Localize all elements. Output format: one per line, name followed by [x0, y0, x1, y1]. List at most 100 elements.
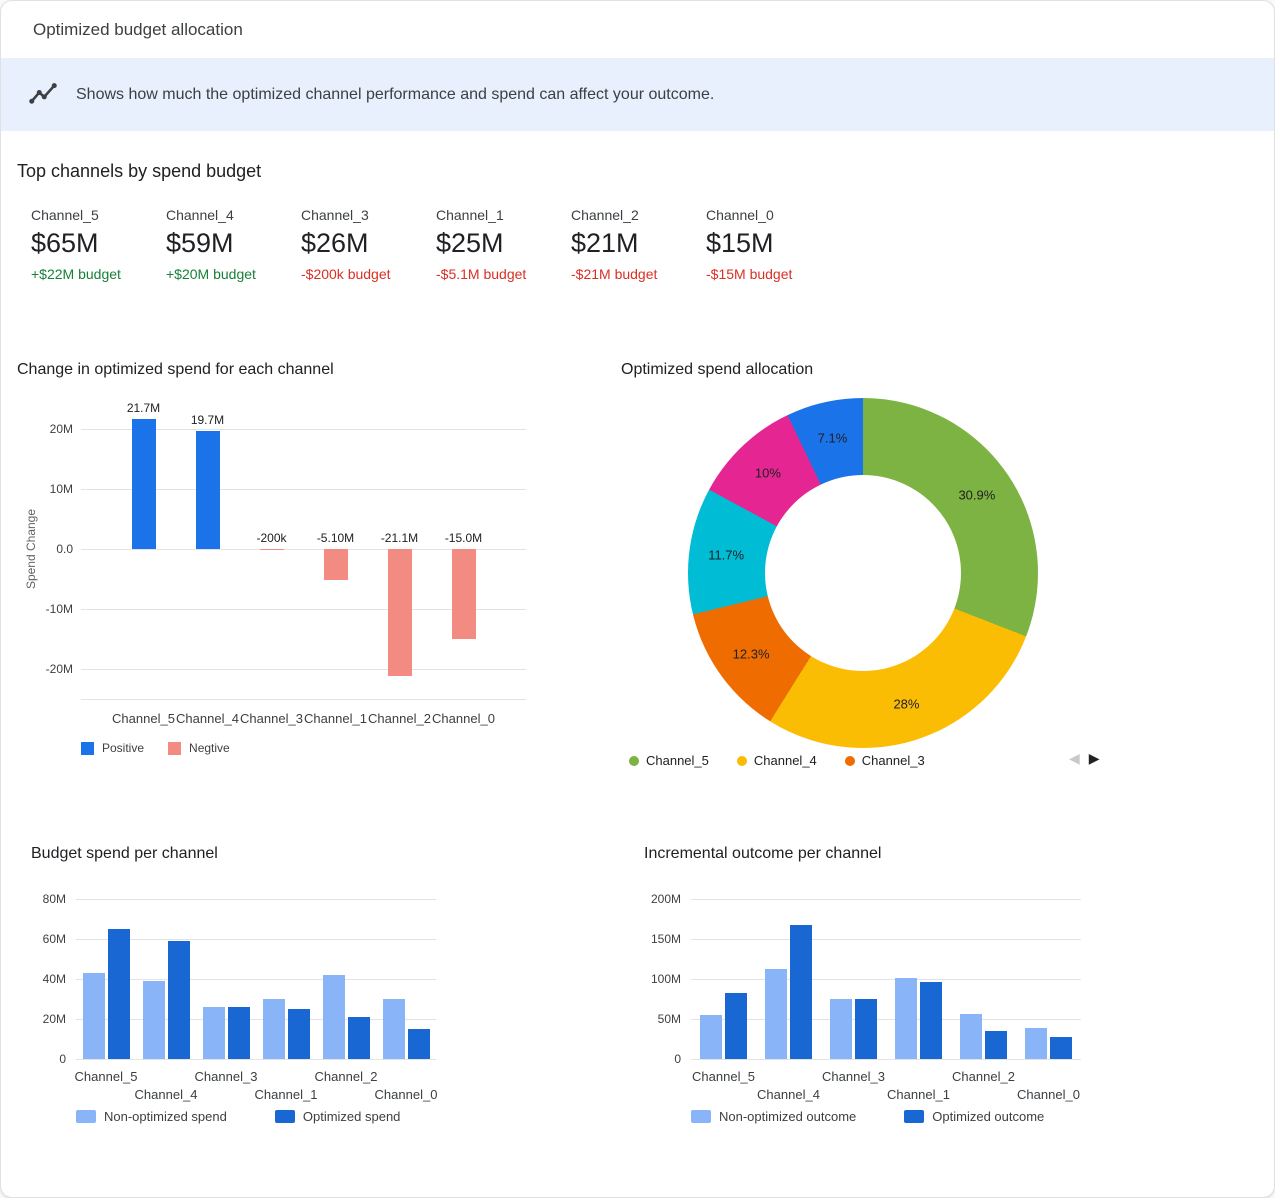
donut-slice-label: 12.3%: [732, 646, 770, 662]
spend-change-bar-Channel_3: [259, 549, 284, 551]
legend-label: Positive: [102, 741, 145, 755]
optimized-bar-Channel_5: [107, 929, 130, 1059]
bar-value-label: 21.7M: [126, 400, 161, 415]
gridline: [76, 1059, 436, 1060]
spend-change-bar-Channel_1: [323, 549, 348, 580]
x-axis-label: Channel_4: [134, 1087, 198, 1102]
channel-card-Channel_1: Channel_1 $25M -$5.1M budget: [436, 207, 571, 282]
legend-pager: ◀ ▶: [1069, 751, 1100, 765]
legend-color-dot: [844, 755, 855, 766]
top-channels-heading: Top channels by spend budget: [17, 161, 262, 181]
donut-slice-label: 28%: [893, 696, 920, 712]
non-optimized-bar-Channel_5: [700, 1015, 722, 1059]
donut-slice-label: 7.1%: [817, 430, 848, 446]
y-tick-label: 200M: [650, 892, 681, 906]
bar-value-label: -200k: [256, 531, 287, 545]
channel-spend-value: $21M: [571, 228, 639, 258]
x-axis-label: Channel_4: [757, 1087, 820, 1102]
info-banner: Shows how much the optimized channel per…: [1, 58, 1274, 131]
donut-slice-label: 11.7%: [708, 547, 745, 563]
gridline: [691, 1059, 1081, 1060]
optimized-bar-Channel_4: [790, 925, 812, 1059]
channel-card-Channel_2: Channel_2 $21M -$21M budget: [571, 207, 706, 282]
legend-label: Optimized outcome: [932, 1109, 1045, 1124]
legend-label: Channel_5: [646, 753, 709, 768]
channel-spend-value: $59M: [166, 228, 234, 258]
optimized-bar-Channel_4: [167, 941, 190, 1059]
spend-change-chart: Change in optimized spend for each chann…: [17, 357, 567, 777]
channel-budget-delta: +$22M budget: [31, 266, 121, 282]
non-optimized-bar-Channel_4: [142, 981, 165, 1059]
legend: Non-optimized spend Optimized spend: [76, 1109, 448, 1124]
legend-prev-arrow-icon[interactable]: ◀: [1069, 750, 1080, 766]
legend-label: Negtive: [189, 741, 230, 755]
bar-value-label: -15.0M: [444, 531, 483, 545]
non-optimized-bar-Channel_4: [765, 969, 787, 1059]
y-tick-label: 20M: [42, 1012, 66, 1026]
optimized-bar-Channel_0: [1050, 1037, 1072, 1059]
x-axis-label: Channel_3: [240, 711, 303, 726]
legend-label: Channel_4: [753, 753, 817, 768]
legend-item: Channel_4: [736, 753, 817, 768]
gridline: [76, 899, 436, 900]
non-optimized-bar-Channel_0: [1025, 1027, 1047, 1059]
donut-chart: 30.9% 28% 12.3% 11.7% 10% 7.1%: [688, 398, 1038, 748]
y-tick-label: 20M: [49, 422, 73, 436]
gridline: [76, 979, 436, 980]
legend-color-dot: [736, 755, 747, 766]
y-tick-label: 40M: [42, 972, 66, 986]
page-title: Optimized budget allocation: [33, 19, 243, 39]
x-axis-label: Channel_3: [194, 1069, 258, 1084]
plot-area: Channel_5 Channel_4 Channel_3 Channel_1 Chan…: [691, 899, 1081, 1102]
gridline: [81, 549, 526, 550]
plot-baseline: [81, 699, 526, 700]
non-optimized-bar-Channel_0: [382, 999, 405, 1059]
channel-budget-delta: +$20M budget: [166, 266, 256, 282]
donut-slice-label: 10%: [754, 465, 781, 481]
gridline: [691, 979, 1081, 980]
channel-name: Channel_5: [31, 207, 99, 223]
legend: Positive Negtive: [81, 741, 254, 755]
legend-swatch: [691, 1110, 711, 1123]
non-optimized-bar-Channel_2: [960, 1014, 982, 1059]
gridline: [81, 489, 526, 490]
optimized-bar-Channel_0: [407, 1029, 430, 1059]
legend-next-arrow-icon[interactable]: ▶: [1088, 750, 1100, 766]
chart-title: Change in optimized spend for each chann…: [17, 361, 334, 378]
x-axis-label: Channel_5: [74, 1069, 138, 1084]
optimized-bar-Channel_3: [855, 999, 877, 1059]
channel-spend-value: $26M: [301, 228, 369, 258]
spend-change-bar-Channel_5: [131, 418, 156, 549]
channel-budget-delta: -$15M budget: [706, 266, 793, 282]
legend-item: Channel_5: [629, 753, 709, 768]
report-header: Optimized budget allocation: [1, 1, 1274, 58]
y-tick-label: 100M: [650, 972, 681, 986]
y-tick-label: -20M: [45, 662, 73, 676]
y-tick-label: 80M: [42, 892, 66, 906]
x-axis-label: Channel_1: [887, 1087, 950, 1102]
legend-label: Non-optimized spend: [104, 1109, 227, 1124]
top-channels-row: Channel_5 $65M +$22M budget Channel_4 $59M +$…: [31, 207, 841, 282]
channel-card-Channel_4: Channel_4 $59M +$20M budget: [166, 207, 301, 282]
optimized-bar-Channel_1: [920, 982, 942, 1059]
budget-spend-chart: Budget spend per channel Channel_5 Channe…: [31, 841, 561, 1141]
channel-card-Channel_0: Channel_0 $15M -$15M budget: [706, 207, 841, 282]
plot-area: 21.7M Channel_5 19.7M Channel_4 -200k Channel…: [81, 401, 526, 726]
channel-name: Channel_1: [436, 207, 504, 223]
channel-name: Channel_0: [706, 207, 774, 223]
y-tick-label: -10M: [45, 602, 73, 616]
channel-spend-value: $65M: [31, 228, 99, 258]
x-axis-label: Channel_1: [304, 711, 367, 726]
x-axis-label: Channel_4: [176, 711, 239, 726]
x-axis-label: Channel_2: [952, 1069, 1015, 1084]
bar-value-label: -5.10M: [316, 531, 355, 545]
legend-swatch: [274, 1110, 295, 1123]
legend-item: Optimized outcome: [904, 1109, 1044, 1124]
x-axis-label: Channel_0: [432, 711, 495, 726]
non-optimized-bar-Channel_1: [262, 999, 285, 1059]
bar-value-label: -21.1M: [380, 531, 419, 545]
x-axis-label: Channel_5: [112, 711, 175, 726]
non-optimized-bar-Channel_3: [202, 1007, 225, 1059]
channel-card-Channel_3: Channel_3 $26M -$200k budget: [301, 207, 436, 282]
channel-budget-delta: -$21M budget: [571, 266, 658, 282]
